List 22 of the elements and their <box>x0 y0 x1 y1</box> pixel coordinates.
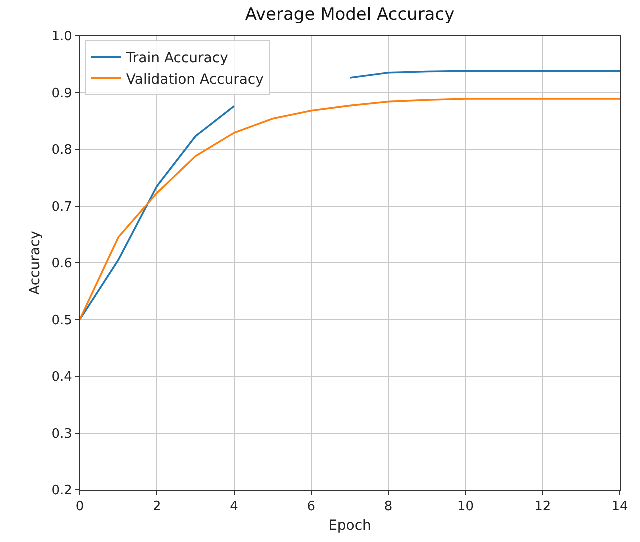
chart-title: Average Model Accuracy <box>245 5 455 26</box>
y-tick-label: 1.0 <box>52 30 72 45</box>
x-tick-label: 8 <box>384 500 393 515</box>
x-tick-label: 14 <box>612 500 628 515</box>
y-tick-label: 0.5 <box>52 313 72 328</box>
x-tick-label: 10 <box>457 500 474 515</box>
y-tick-label: 0.8 <box>52 143 72 158</box>
legend-label: Validation Accuracy <box>126 72 264 88</box>
x-axis-title: Epoch <box>328 518 372 534</box>
y-tick-label: 0.4 <box>52 370 72 386</box>
x-tick-label: 0 <box>76 500 84 515</box>
y-tick-label: 0.2 <box>52 484 72 499</box>
y-tick-label: 0.9 <box>52 86 72 102</box>
x-tick-label: 12 <box>534 500 552 515</box>
y-tick-label: 0.7 <box>52 200 72 215</box>
y-axis-title: Accuracy <box>27 231 44 295</box>
x-tick-label: 6 <box>307 500 316 515</box>
x-tick-label: 4 <box>230 500 238 515</box>
y-tick-label: 0.6 <box>52 256 72 272</box>
legend-label: Train Accuracy <box>125 50 228 67</box>
y-tick-label: 0.3 <box>52 426 72 442</box>
x-tick-label: 2 <box>153 500 162 515</box>
